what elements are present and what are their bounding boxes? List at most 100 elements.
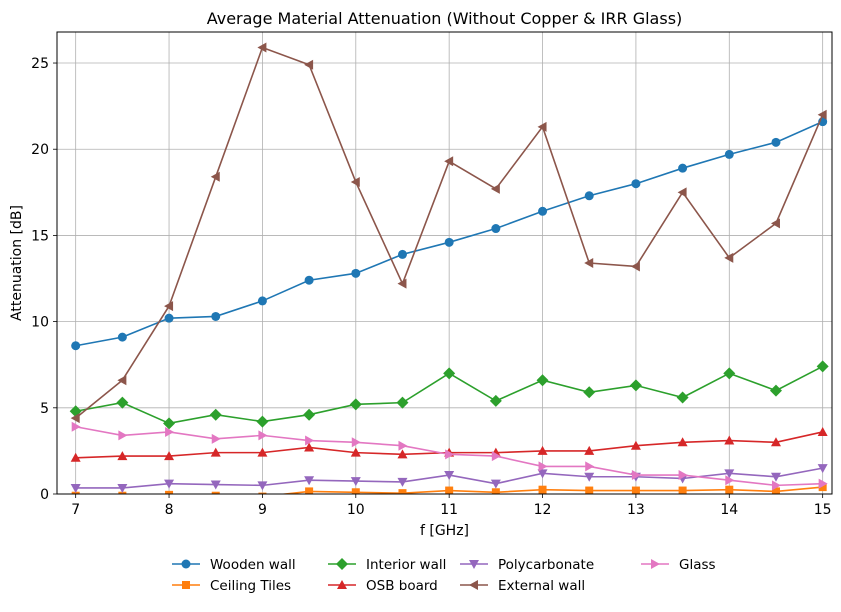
legend-label-external-wall: External wall	[498, 578, 585, 594]
data-point-polycarbonate	[304, 476, 315, 486]
x-tick-label: 12	[534, 502, 552, 518]
data-point-ceiling-tiles	[165, 490, 174, 494]
data-point-interior-wall	[676, 391, 689, 404]
data-point-ceiling-tiles	[305, 487, 314, 494]
data-point-glass	[771, 480, 781, 491]
legend-label-wooden-wall: Wooden wall	[210, 557, 296, 573]
data-point-osb-board	[304, 442, 315, 452]
data-point-wooden-wall	[631, 179, 641, 189]
data-point-polycarbonate	[70, 483, 81, 493]
legend-item-ceiling-tiles: Ceiling Tiles	[172, 578, 291, 594]
chart-title: Average Material Attenuation (Without Co…	[207, 9, 683, 28]
plot-frame	[56, 31, 833, 495]
y-tick-label: 5	[40, 401, 49, 417]
data-point-glass	[305, 435, 315, 446]
data-point-ceiling-tiles	[771, 487, 780, 494]
data-point-osb-board	[630, 440, 641, 450]
data-point-osb-board	[70, 452, 81, 462]
data-point-wooden-wall	[304, 275, 314, 285]
data-point-interior-wall	[629, 379, 642, 392]
legend-marker-ceiling-tiles	[182, 581, 190, 589]
data-point-interior-wall	[116, 396, 129, 409]
data-point-ceiling-tiles	[491, 488, 500, 494]
data-point-wooden-wall	[724, 149, 734, 159]
data-point-glass	[818, 478, 828, 489]
data-point-external-wall	[630, 261, 640, 272]
data-point-wooden-wall	[584, 191, 594, 201]
data-point-ceiling-tiles	[585, 486, 594, 494]
data-point-external-wall	[117, 375, 127, 386]
data-point-glass	[678, 470, 688, 481]
data-point-interior-wall	[536, 374, 549, 387]
data-point-osb-board	[584, 445, 595, 455]
data-point-osb-board	[117, 451, 128, 461]
y-tick-label: 0	[40, 487, 49, 503]
data-point-polycarbonate	[164, 479, 175, 489]
data-point-wooden-wall	[164, 313, 174, 323]
data-point-wooden-wall	[678, 163, 688, 173]
data-point-polycarbonate	[397, 477, 408, 487]
legend-item-wooden-wall: Wooden wall	[172, 557, 296, 573]
data-point-external-wall	[490, 183, 500, 194]
data-point-interior-wall	[769, 384, 782, 397]
y-axis-label: Attenuation [dB]	[9, 205, 25, 321]
legend-item-glass: Glass	[641, 557, 716, 573]
y-tick-label: 15	[31, 228, 49, 244]
data-point-glass	[118, 430, 128, 441]
data-point-osb-board	[770, 437, 781, 447]
data-point-osb-board	[677, 437, 688, 447]
data-point-ceiling-tiles	[398, 489, 407, 494]
series-external-wall	[70, 42, 827, 424]
data-point-interior-wall	[303, 408, 316, 421]
x-axis-label: f [GHz]	[420, 523, 469, 539]
data-point-external-wall	[724, 252, 734, 263]
legend-item-osb-board: OSB board	[328, 578, 438, 594]
data-point-interior-wall	[163, 417, 176, 430]
data-point-external-wall	[70, 413, 80, 424]
legend-label-glass: Glass	[679, 557, 716, 573]
data-point-ceiling-tiles	[211, 491, 220, 494]
legend-label-ceiling-tiles: Ceiling Tiles	[210, 578, 291, 594]
legend-item-external-wall: External wall	[460, 578, 585, 594]
data-point-external-wall	[210, 171, 220, 182]
data-point-interior-wall	[583, 386, 596, 399]
data-point-ceiling-tiles	[631, 486, 640, 494]
x-tick-label: 15	[814, 502, 832, 518]
data-point-glass	[631, 470, 641, 481]
x-tick-label: 8	[165, 502, 174, 518]
data-point-external-wall	[677, 187, 687, 198]
data-point-wooden-wall	[444, 237, 454, 247]
x-tick-label: 7	[71, 502, 80, 518]
data-point-ceiling-tiles	[678, 486, 687, 494]
data-point-interior-wall	[489, 394, 502, 407]
data-point-external-wall	[770, 218, 780, 229]
series-layer	[69, 42, 829, 494]
x-tick-label: 11	[440, 502, 458, 518]
legend-marker-interior-wall	[336, 558, 348, 570]
data-point-wooden-wall	[211, 311, 221, 321]
legend-marker-wooden-wall	[181, 559, 191, 569]
legend-label-osb-board: OSB board	[366, 578, 438, 594]
data-point-external-wall	[164, 301, 174, 312]
data-point-ceiling-tiles	[445, 486, 454, 494]
data-point-glass	[71, 421, 81, 432]
x-tick-label: 14	[720, 502, 738, 518]
data-point-polycarbonate	[537, 469, 548, 479]
series-ceiling-tiles	[71, 483, 827, 494]
legend-marker-polycarbonate	[469, 560, 479, 569]
data-point-glass	[258, 430, 268, 441]
data-point-glass	[211, 433, 221, 444]
data-point-interior-wall	[209, 408, 222, 421]
data-point-glass	[725, 475, 735, 486]
data-point-polycarbonate	[350, 477, 361, 487]
series-interior-wall	[69, 360, 829, 430]
data-point-external-wall	[350, 176, 360, 187]
data-point-polycarbonate	[770, 472, 781, 482]
data-point-osb-board	[537, 445, 548, 455]
data-point-ceiling-tiles	[258, 492, 267, 494]
x-tick-label: 9	[258, 502, 267, 518]
data-point-osb-board	[164, 451, 175, 461]
legend-item-polycarbonate: Polycarbonate	[460, 557, 594, 573]
